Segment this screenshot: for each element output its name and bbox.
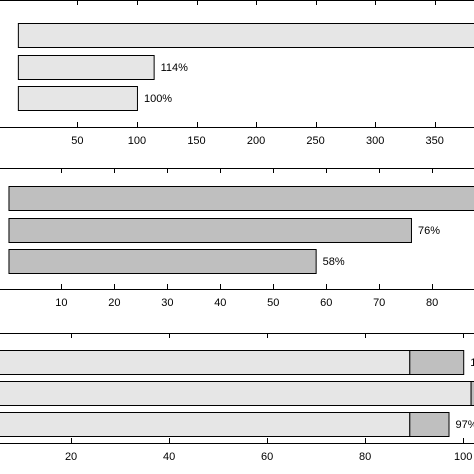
panel-2-bar-2	[8, 218, 412, 243]
panel-3-tick-label: 100	[454, 451, 472, 463]
panel-1-tick-label: 200	[247, 135, 265, 147]
panel-3-bar-1-value-label: 1	[470, 357, 474, 369]
panel-2-tick-label: 30	[161, 297, 173, 309]
panel-3-bar-3-segment-1	[0, 412, 411, 437]
panel-3-bar-2-segment-1	[0, 381, 472, 406]
panel-3-bar-3-segment-2	[409, 412, 450, 437]
panel-2-bar-3-value-label: 58%	[323, 256, 345, 268]
panel-1-bar-2-value-label: 114%	[161, 62, 189, 74]
panel-2-bar-3	[8, 249, 317, 274]
panel-1-tick-label: 300	[366, 135, 384, 147]
panel-1-bar-1	[17, 23, 474, 48]
panel-2-tick-label: 80	[426, 297, 438, 309]
panel-2-tick-label: 10	[55, 297, 67, 309]
panel-3-tick-label: 60	[261, 451, 273, 463]
panel-3-tick-label: 20	[65, 451, 77, 463]
panel-2-tick-label: 50	[267, 297, 279, 309]
panel-3-tick-label: 40	[163, 451, 175, 463]
panel-2-tick-label: 60	[320, 297, 332, 309]
panel-3-bar-3-value-label: 97%	[456, 419, 474, 431]
panel-3-bar-2-segment-2	[470, 381, 474, 406]
panel-1-tick-label: 250	[306, 135, 324, 147]
panel-2-tick-label: 40	[214, 297, 226, 309]
panel-2-bar-2-value-label: 76%	[418, 225, 440, 237]
panel-1-tick-label: 350	[426, 135, 444, 147]
panel-3-bar-1-segment-1	[0, 350, 411, 375]
panel-1-bar-3-value-label: 100%	[144, 93, 172, 105]
panel-1-tick-label: 150	[187, 135, 205, 147]
panel-2-bar-1	[8, 186, 474, 211]
panel-1-tick-label: 50	[71, 135, 83, 147]
panel-2-tick-label: 70	[373, 297, 385, 309]
panel-1-tick-label: 100	[128, 135, 146, 147]
panel-1-bar-2	[17, 55, 155, 80]
panel-1-bar-3	[17, 86, 138, 111]
panel-3-bar-1-segment-2	[409, 350, 465, 375]
panel-2-tick-label: 20	[108, 297, 120, 309]
panel-3-tick-label: 80	[359, 451, 371, 463]
